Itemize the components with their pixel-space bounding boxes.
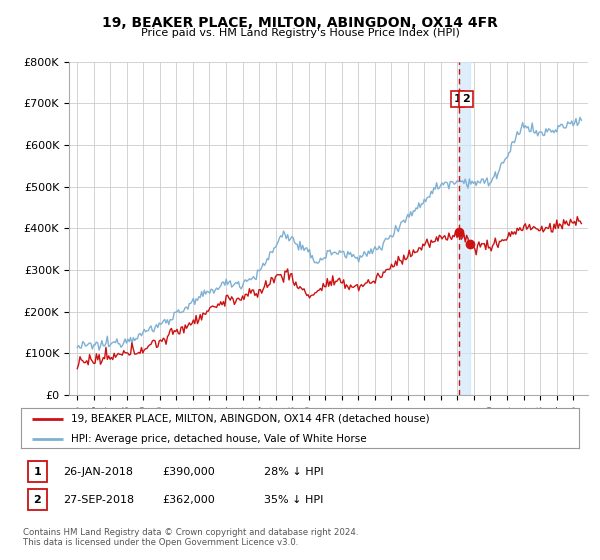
Text: 35% ↓ HPI: 35% ↓ HPI (264, 494, 323, 505)
Text: 28% ↓ HPI: 28% ↓ HPI (264, 466, 323, 477)
Text: 19, BEAKER PLACE, MILTON, ABINGDON, OX14 4FR (detached house): 19, BEAKER PLACE, MILTON, ABINGDON, OX14… (71, 414, 430, 423)
Text: HPI: Average price, detached house, Vale of White Horse: HPI: Average price, detached house, Vale… (71, 434, 367, 444)
Bar (458, 62, 470, 395)
Text: 1: 1 (454, 94, 461, 104)
Text: £362,000: £362,000 (162, 494, 215, 505)
Text: 1: 1 (34, 466, 41, 477)
Text: £390,000: £390,000 (162, 466, 215, 477)
Text: 2: 2 (34, 494, 41, 505)
Text: 19, BEAKER PLACE, MILTON, ABINGDON, OX14 4FR: 19, BEAKER PLACE, MILTON, ABINGDON, OX14… (102, 16, 498, 30)
Text: Price paid vs. HM Land Registry's House Price Index (HPI): Price paid vs. HM Land Registry's House … (140, 28, 460, 38)
Text: 27-SEP-2018: 27-SEP-2018 (63, 494, 134, 505)
Text: Contains HM Land Registry data © Crown copyright and database right 2024.
This d: Contains HM Land Registry data © Crown c… (23, 528, 358, 547)
Text: 26-JAN-2018: 26-JAN-2018 (63, 466, 133, 477)
Text: 2: 2 (462, 94, 470, 104)
